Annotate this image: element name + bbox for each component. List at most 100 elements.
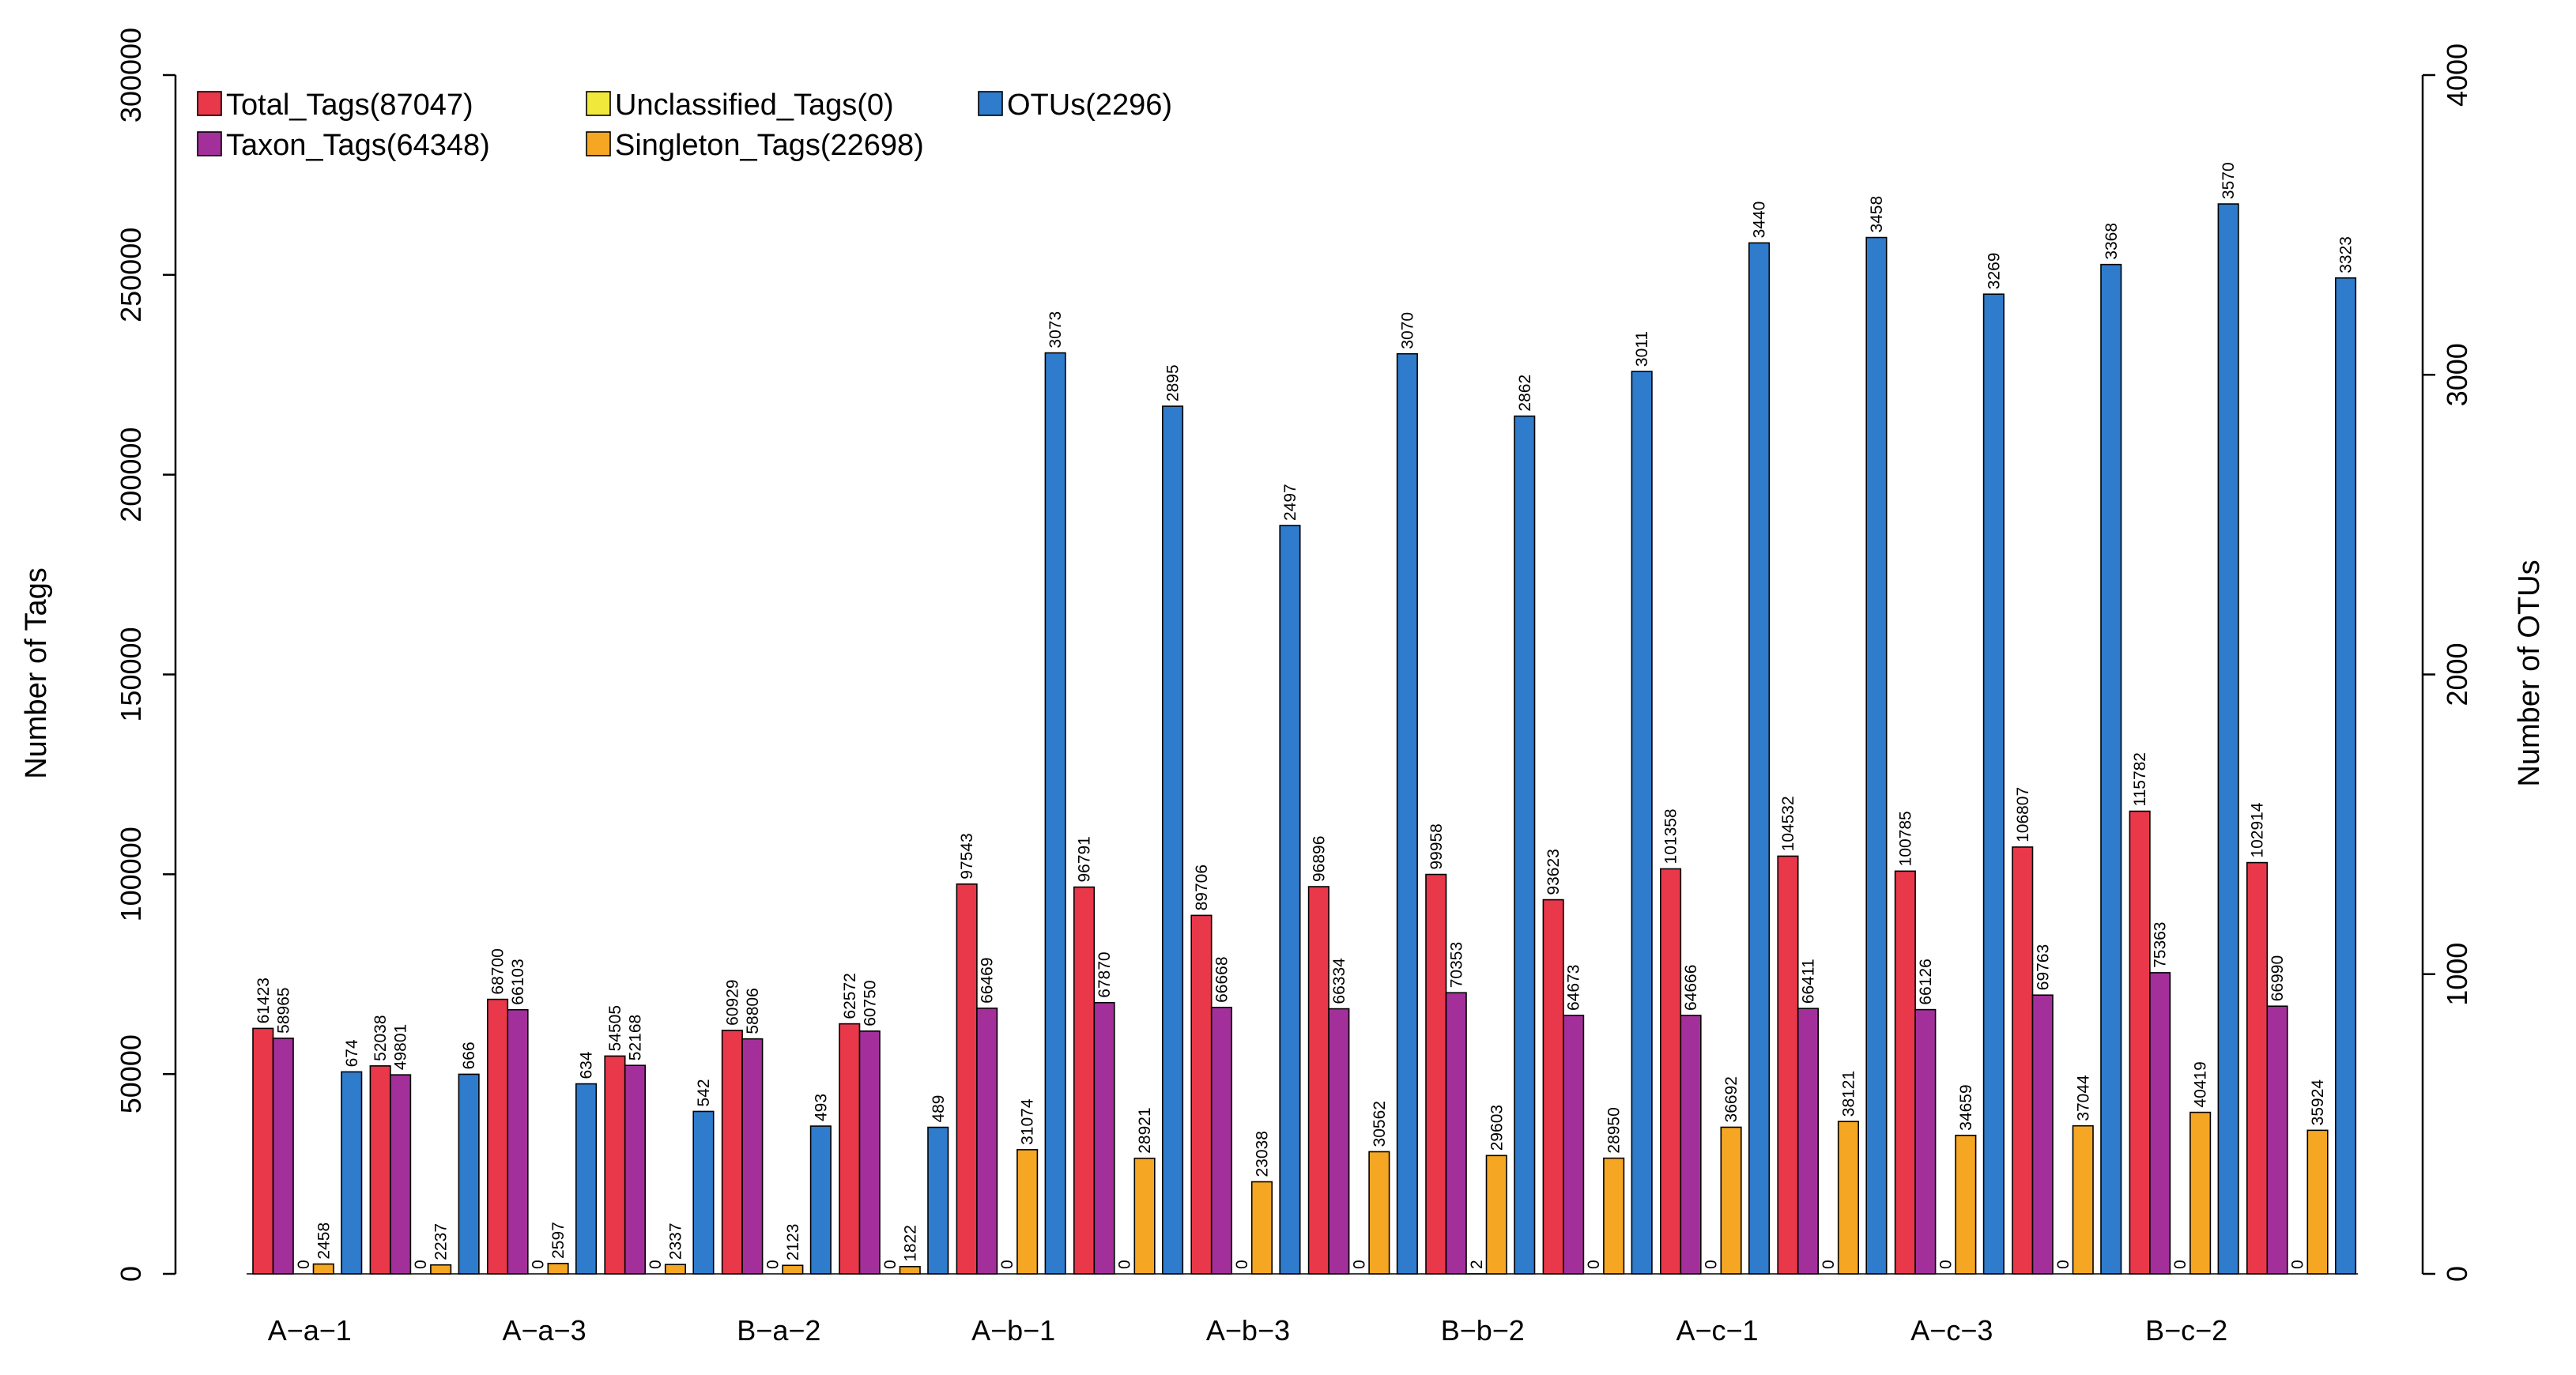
bar-taxon-tags bbox=[977, 1008, 998, 1274]
bar-singleton-tags bbox=[1956, 1136, 1976, 1274]
x-axis-tick-label: A−c−3 bbox=[1910, 1314, 1993, 1347]
data-label: 52038 bbox=[372, 1015, 390, 1060]
data-label: 102914 bbox=[2249, 802, 2267, 857]
bar-singleton-tags bbox=[666, 1264, 686, 1274]
bar-singleton-tags bbox=[1839, 1121, 1859, 1274]
y-axis-left-tick-label: 150000 bbox=[115, 627, 147, 721]
data-label: 0 bbox=[1703, 1260, 1721, 1269]
data-label: 93623 bbox=[1544, 849, 1563, 895]
data-label: 0 bbox=[412, 1260, 430, 1269]
data-label: 2597 bbox=[549, 1222, 568, 1259]
bar-singleton-tags bbox=[1369, 1151, 1390, 1274]
data-label: 115782 bbox=[2131, 752, 2149, 807]
x-axis-tick-label: A−c−1 bbox=[1676, 1314, 1759, 1347]
bar-taxon-tags bbox=[1563, 1015, 1584, 1274]
bar-total-tags bbox=[253, 1028, 273, 1274]
bar-otus bbox=[1397, 354, 1418, 1274]
bar-total-tags bbox=[1074, 887, 1095, 1274]
bar-singleton-tags bbox=[431, 1265, 451, 1274]
bar-taxon-tags bbox=[1212, 1008, 1232, 1274]
data-label: 28950 bbox=[1605, 1107, 1624, 1153]
data-label: 2458 bbox=[315, 1222, 333, 1260]
y-axis-left-tick-label: 0 bbox=[115, 1266, 147, 1282]
bar-otus bbox=[576, 1084, 597, 1274]
data-label: 674 bbox=[343, 1039, 361, 1067]
x-axis-tick-label: A−b−3 bbox=[1206, 1314, 1290, 1347]
data-label: 40419 bbox=[2192, 1061, 2210, 1107]
data-label: 3011 bbox=[1633, 331, 1651, 367]
bar-taxon-tags bbox=[2150, 973, 2171, 1274]
bar-otus bbox=[2218, 204, 2238, 1274]
bar-otus bbox=[2101, 265, 2122, 1274]
bar-taxon-tags bbox=[2267, 1006, 2287, 1274]
bar-taxon-tags bbox=[625, 1065, 646, 1274]
data-label: 101358 bbox=[1662, 808, 1680, 864]
data-label: 66334 bbox=[1330, 958, 1348, 1004]
bar-total-tags bbox=[1191, 915, 1212, 1274]
data-label: 66126 bbox=[1917, 959, 1935, 1004]
data-label: 0 bbox=[1585, 1260, 1603, 1269]
data-label: 69763 bbox=[2034, 944, 2052, 990]
bar-otus bbox=[1045, 353, 1065, 1274]
data-label: 64673 bbox=[1565, 965, 1583, 1011]
x-axis-tick-label: B−b−2 bbox=[1441, 1314, 1525, 1347]
x-axis-tick-label: A−b−1 bbox=[971, 1314, 1055, 1347]
bar-otus bbox=[811, 1126, 832, 1274]
data-label: 3323 bbox=[2337, 236, 2355, 273]
data-label: 66469 bbox=[979, 957, 997, 1003]
bar-taxon-tags bbox=[390, 1075, 411, 1274]
bar-taxon-tags bbox=[273, 1038, 294, 1274]
data-label: 666 bbox=[460, 1042, 478, 1069]
data-label: 31074 bbox=[1019, 1098, 1037, 1145]
data-label: 2 bbox=[1468, 1260, 1486, 1269]
data-label: 35924 bbox=[2309, 1079, 2327, 1126]
data-label: 61423 bbox=[255, 978, 273, 1023]
x-axis-tick-label: A−a−3 bbox=[502, 1314, 586, 1347]
bar-taxon-tags bbox=[1446, 993, 1467, 1274]
data-label: 3570 bbox=[2220, 162, 2238, 199]
y-axis-left-tick-label: 250000 bbox=[115, 228, 147, 322]
data-label: 62572 bbox=[841, 973, 859, 1019]
bar-total-tags bbox=[370, 1066, 390, 1274]
data-label: 29603 bbox=[1488, 1105, 1506, 1151]
bar-singleton-tags bbox=[2073, 1126, 2094, 1274]
y-axis-right-tick-label: 4000 bbox=[2441, 43, 2473, 107]
data-label: 96791 bbox=[1076, 836, 1094, 882]
y-axis-right-tick-label: 2000 bbox=[2441, 642, 2473, 706]
bar-otus bbox=[1749, 243, 1770, 1274]
bar-singleton-tags bbox=[783, 1265, 803, 1274]
bar-singleton-tags bbox=[548, 1264, 568, 1274]
bar-otus bbox=[1280, 526, 1300, 1274]
bar-otus bbox=[458, 1074, 479, 1274]
bar-total-tags bbox=[2012, 847, 2033, 1274]
data-label: 66990 bbox=[2269, 955, 2287, 1001]
data-label: 66668 bbox=[1213, 956, 1231, 1002]
bar-total-tags bbox=[839, 1024, 860, 1274]
bar-taxon-tags bbox=[507, 1010, 528, 1274]
data-label: 0 bbox=[1820, 1260, 1838, 1269]
bar-total-tags bbox=[956, 884, 977, 1274]
data-label: 49801 bbox=[392, 1024, 410, 1070]
data-label: 3440 bbox=[1751, 202, 1769, 239]
data-label: 104532 bbox=[1779, 796, 1797, 851]
legend: Total_Tags(87047)Unclassified_Tags(0)OTU… bbox=[198, 89, 1172, 162]
data-label: 36692 bbox=[1722, 1076, 1741, 1122]
data-label: 0 bbox=[1233, 1260, 1251, 1269]
data-label: 3070 bbox=[1398, 312, 1416, 349]
bar-taxon-tags bbox=[2033, 995, 2054, 1274]
bar-total-tags bbox=[1778, 856, 1798, 1274]
x-axis-tick-label: B−a−2 bbox=[737, 1314, 820, 1347]
data-label: 37044 bbox=[2074, 1075, 2092, 1121]
y-axis-right-tick-label: 1000 bbox=[2441, 943, 2473, 1006]
y-axis-left-tick-label: 50000 bbox=[115, 1034, 147, 1113]
bar-singleton-tags bbox=[1134, 1158, 1155, 1274]
bar-singleton-tags bbox=[1721, 1127, 1741, 1274]
bar-otus bbox=[693, 1111, 714, 1274]
bar-total-tags bbox=[1543, 900, 1563, 1274]
bar-otus bbox=[2336, 278, 2356, 1274]
data-label: 60750 bbox=[861, 980, 879, 1026]
data-label: 0 bbox=[295, 1260, 313, 1269]
data-label: 34659 bbox=[1957, 1084, 1975, 1130]
bar-total-tags bbox=[2247, 863, 2268, 1274]
